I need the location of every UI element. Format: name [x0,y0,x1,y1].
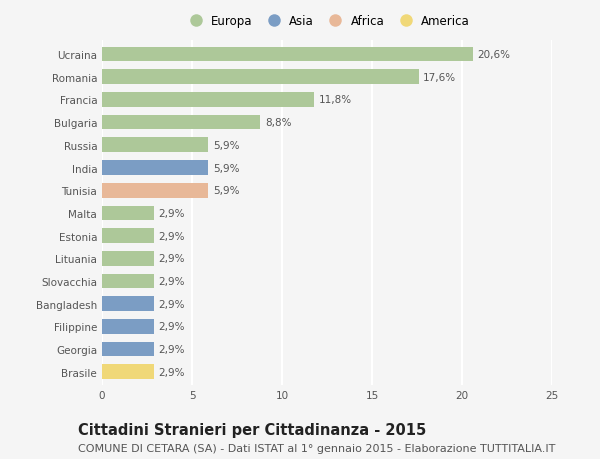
Text: 2,9%: 2,9% [159,344,185,354]
Text: 20,6%: 20,6% [478,50,510,60]
Text: COMUNE DI CETARA (SA) - Dati ISTAT al 1° gennaio 2015 - Elaborazione TUTTITALIA.: COMUNE DI CETARA (SA) - Dati ISTAT al 1°… [78,443,556,453]
Bar [102,342,154,357]
Text: 17,6%: 17,6% [424,73,457,83]
Bar [102,70,419,85]
Text: 2,9%: 2,9% [159,322,185,332]
Bar [102,93,314,107]
Text: 2,9%: 2,9% [159,231,185,241]
Text: 2,9%: 2,9% [159,299,185,309]
Text: 2,9%: 2,9% [159,208,185,218]
Text: 2,9%: 2,9% [159,276,185,286]
Bar [102,184,208,198]
Bar [102,116,260,130]
Bar [102,229,154,243]
Text: 5,9%: 5,9% [213,163,239,173]
Bar [102,206,154,221]
Text: 11,8%: 11,8% [319,95,352,105]
Text: 8,8%: 8,8% [265,118,292,128]
Legend: Europa, Asia, Africa, America: Europa, Asia, Africa, America [182,13,472,30]
Bar [102,138,208,153]
Bar [102,252,154,266]
Text: Cittadini Stranieri per Cittadinanza - 2015: Cittadini Stranieri per Cittadinanza - 2… [78,422,426,437]
Bar [102,319,154,334]
Bar [102,274,154,289]
Text: 2,9%: 2,9% [159,254,185,264]
Bar [102,161,208,175]
Text: 5,9%: 5,9% [213,186,239,196]
Bar [102,297,154,311]
Bar [102,48,473,62]
Text: 2,9%: 2,9% [159,367,185,377]
Bar [102,364,154,379]
Text: 5,9%: 5,9% [213,140,239,151]
